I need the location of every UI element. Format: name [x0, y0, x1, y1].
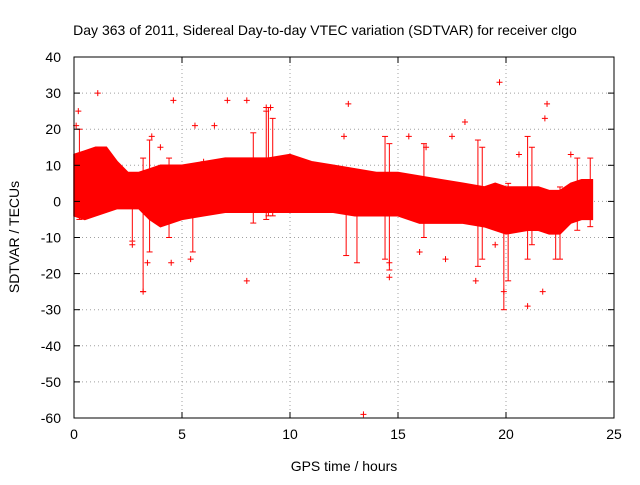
- y-tick-label: -50: [41, 374, 61, 390]
- data-point: [386, 259, 393, 266]
- data-point: [75, 108, 82, 115]
- data-point: [341, 133, 347, 140]
- data-point: [200, 158, 207, 165]
- data-point: [449, 133, 455, 140]
- data-point: [148, 133, 155, 140]
- data-point: [405, 133, 412, 140]
- data-point: [129, 241, 136, 248]
- y-tick-label: -60: [41, 410, 61, 426]
- data-point: [267, 104, 274, 111]
- ticks: 0 5 10 15 20 25 -60 -50 -40 -30 -20 -10 0 10 20 30 40: [41, 49, 622, 442]
- y-tick-label: 40: [45, 49, 61, 65]
- data-point: [423, 144, 430, 151]
- x-tick-label: 15: [390, 426, 406, 442]
- x-tick-label: 5: [178, 426, 186, 442]
- data-point: [170, 97, 177, 104]
- data-point: [211, 122, 218, 129]
- y-tick-label: 20: [45, 121, 61, 137]
- data-point: [345, 100, 352, 107]
- y-tick-label: 0: [53, 193, 61, 209]
- data-point: [442, 256, 449, 263]
- x-tick-label: 25: [606, 426, 622, 442]
- data-point: [567, 151, 574, 158]
- data-point: [539, 288, 546, 295]
- data-point: [168, 259, 175, 266]
- data-point: [496, 79, 503, 86]
- data-point: [492, 241, 499, 248]
- data-point: [544, 100, 551, 107]
- data-point: [187, 256, 194, 263]
- data-point: [386, 274, 393, 281]
- data-point: [461, 118, 468, 125]
- data-point: [500, 288, 507, 295]
- x-tick-label: 10: [282, 426, 298, 442]
- data-point: [524, 303, 531, 310]
- y-tick-label: 30: [45, 85, 61, 101]
- data-point: [416, 248, 423, 255]
- x-tick-label: 0: [70, 426, 78, 442]
- data-point: [243, 97, 250, 104]
- y-axis-label: SDTVAR / TECUs: [6, 181, 22, 293]
- y-tick-label: 10: [45, 157, 61, 173]
- data-point: [140, 288, 147, 295]
- x-tick-label: 20: [498, 426, 514, 442]
- data-point: [243, 277, 250, 284]
- x-axis-label: GPS time / hours: [291, 458, 398, 474]
- data-point: [472, 277, 479, 284]
- data-point: [191, 122, 198, 129]
- y-tick-label: -10: [41, 230, 61, 246]
- chart-title: Day 363 of 2011, Sidereal Day-to-day VTE…: [73, 22, 577, 38]
- data-layer: [73, 79, 594, 418]
- data-point: [224, 97, 231, 104]
- data-point: [360, 411, 367, 418]
- data-point: [515, 151, 522, 158]
- data-point: [94, 90, 101, 97]
- y-tick-label: -30: [41, 302, 61, 318]
- data-point: [144, 259, 151, 266]
- data-point: [157, 144, 164, 151]
- data-point: [541, 115, 548, 122]
- grid: [74, 57, 614, 418]
- data-band: [73, 146, 594, 235]
- y-tick-label: -20: [41, 266, 61, 282]
- y-tick-label: -40: [41, 338, 61, 354]
